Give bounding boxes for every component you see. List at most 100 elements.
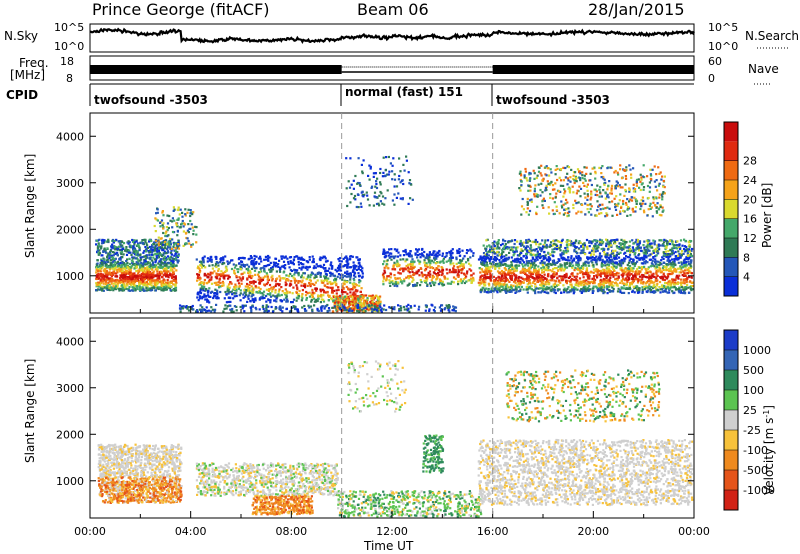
power-echo xyxy=(233,292,236,295)
power-echo xyxy=(470,281,473,284)
power-echo xyxy=(426,274,429,277)
power-echo xyxy=(372,204,375,207)
power-echo xyxy=(260,270,263,273)
power-echo xyxy=(450,280,453,283)
power-echo xyxy=(198,283,201,286)
power-echo xyxy=(107,252,110,255)
power-echo xyxy=(95,289,98,292)
power-echo xyxy=(281,290,284,293)
power-echo xyxy=(568,264,571,268)
power-echo xyxy=(606,286,609,289)
power-echo xyxy=(300,256,303,259)
power-echo xyxy=(500,257,503,260)
power-echo xyxy=(271,277,274,280)
power-echo xyxy=(331,310,334,313)
power-echo xyxy=(255,266,258,270)
power-echo xyxy=(219,261,222,264)
power-echo xyxy=(625,255,628,258)
power-echo xyxy=(112,270,115,273)
power-echo xyxy=(526,283,529,286)
power-echo xyxy=(313,283,316,286)
power-echo xyxy=(330,297,333,300)
power-echo xyxy=(463,281,466,285)
power-echo xyxy=(570,257,573,260)
power-echo xyxy=(172,258,175,261)
power-echo xyxy=(211,264,214,267)
power-echo xyxy=(106,277,109,280)
power-echo xyxy=(565,282,568,285)
power-echo xyxy=(312,258,315,261)
power-echo xyxy=(280,265,283,268)
power-echo xyxy=(437,271,440,274)
power-echo xyxy=(560,275,563,278)
power-echo xyxy=(232,288,235,291)
power-echo xyxy=(381,195,385,198)
power-echo xyxy=(645,275,648,279)
power-echo xyxy=(300,281,303,284)
power-echo xyxy=(238,257,241,260)
power-echo xyxy=(197,266,200,269)
power-echo xyxy=(589,257,592,260)
power-echo xyxy=(280,299,283,302)
power-echo xyxy=(472,254,475,257)
power-echo xyxy=(349,281,352,284)
power-echo xyxy=(688,276,691,279)
power-echo xyxy=(666,291,669,294)
power-echo xyxy=(135,285,138,288)
power-echo xyxy=(644,255,647,258)
power-echo xyxy=(385,264,388,267)
power-echo xyxy=(297,263,301,266)
power-echo xyxy=(352,269,355,272)
power-echo xyxy=(138,265,142,268)
noise-ytick-top-left: 10^5 xyxy=(54,21,84,34)
power-echo xyxy=(620,266,623,270)
power-echo xyxy=(132,281,135,284)
power-echo xyxy=(323,275,326,278)
power-echo xyxy=(680,278,683,281)
power-echo xyxy=(202,283,205,286)
power-echo xyxy=(492,261,495,264)
power-echo xyxy=(355,265,358,268)
power-echo xyxy=(438,278,441,281)
power-echo xyxy=(174,278,178,281)
power-echo xyxy=(96,265,100,269)
power-echo xyxy=(144,250,148,253)
power-echo xyxy=(265,272,268,275)
power-echo xyxy=(441,280,444,283)
power-echo xyxy=(545,283,548,286)
power-echo xyxy=(286,257,289,260)
power-echo xyxy=(120,264,123,267)
power-echo xyxy=(320,279,323,282)
power-echo xyxy=(398,264,401,267)
power-echo xyxy=(338,299,341,302)
power-echo xyxy=(118,245,121,248)
power-echo xyxy=(649,258,653,261)
power-echo xyxy=(157,266,160,269)
power-echo xyxy=(129,251,132,254)
power-echo xyxy=(156,219,159,222)
power-echo xyxy=(119,267,123,270)
power-echo xyxy=(382,156,385,159)
power-echo xyxy=(423,250,426,254)
power-echo xyxy=(245,289,248,292)
power-echo xyxy=(327,277,330,280)
power-echo xyxy=(169,219,172,222)
power-echo xyxy=(160,262,163,265)
power-echo xyxy=(270,267,273,270)
power-echo xyxy=(390,281,393,284)
power-echo xyxy=(282,277,285,280)
power-echo xyxy=(103,248,106,251)
power-echo xyxy=(262,293,265,296)
power-echo xyxy=(573,279,576,282)
power-echo xyxy=(169,268,172,271)
power-echo xyxy=(583,284,586,287)
power-echo xyxy=(541,269,544,272)
power-echo xyxy=(248,276,251,279)
power-echo xyxy=(119,240,122,243)
power-echo xyxy=(513,267,516,270)
power-echo xyxy=(301,266,304,269)
power-echo xyxy=(341,284,344,288)
power-echo xyxy=(457,271,460,274)
power-echo xyxy=(250,295,253,298)
power-echo xyxy=(483,276,486,279)
